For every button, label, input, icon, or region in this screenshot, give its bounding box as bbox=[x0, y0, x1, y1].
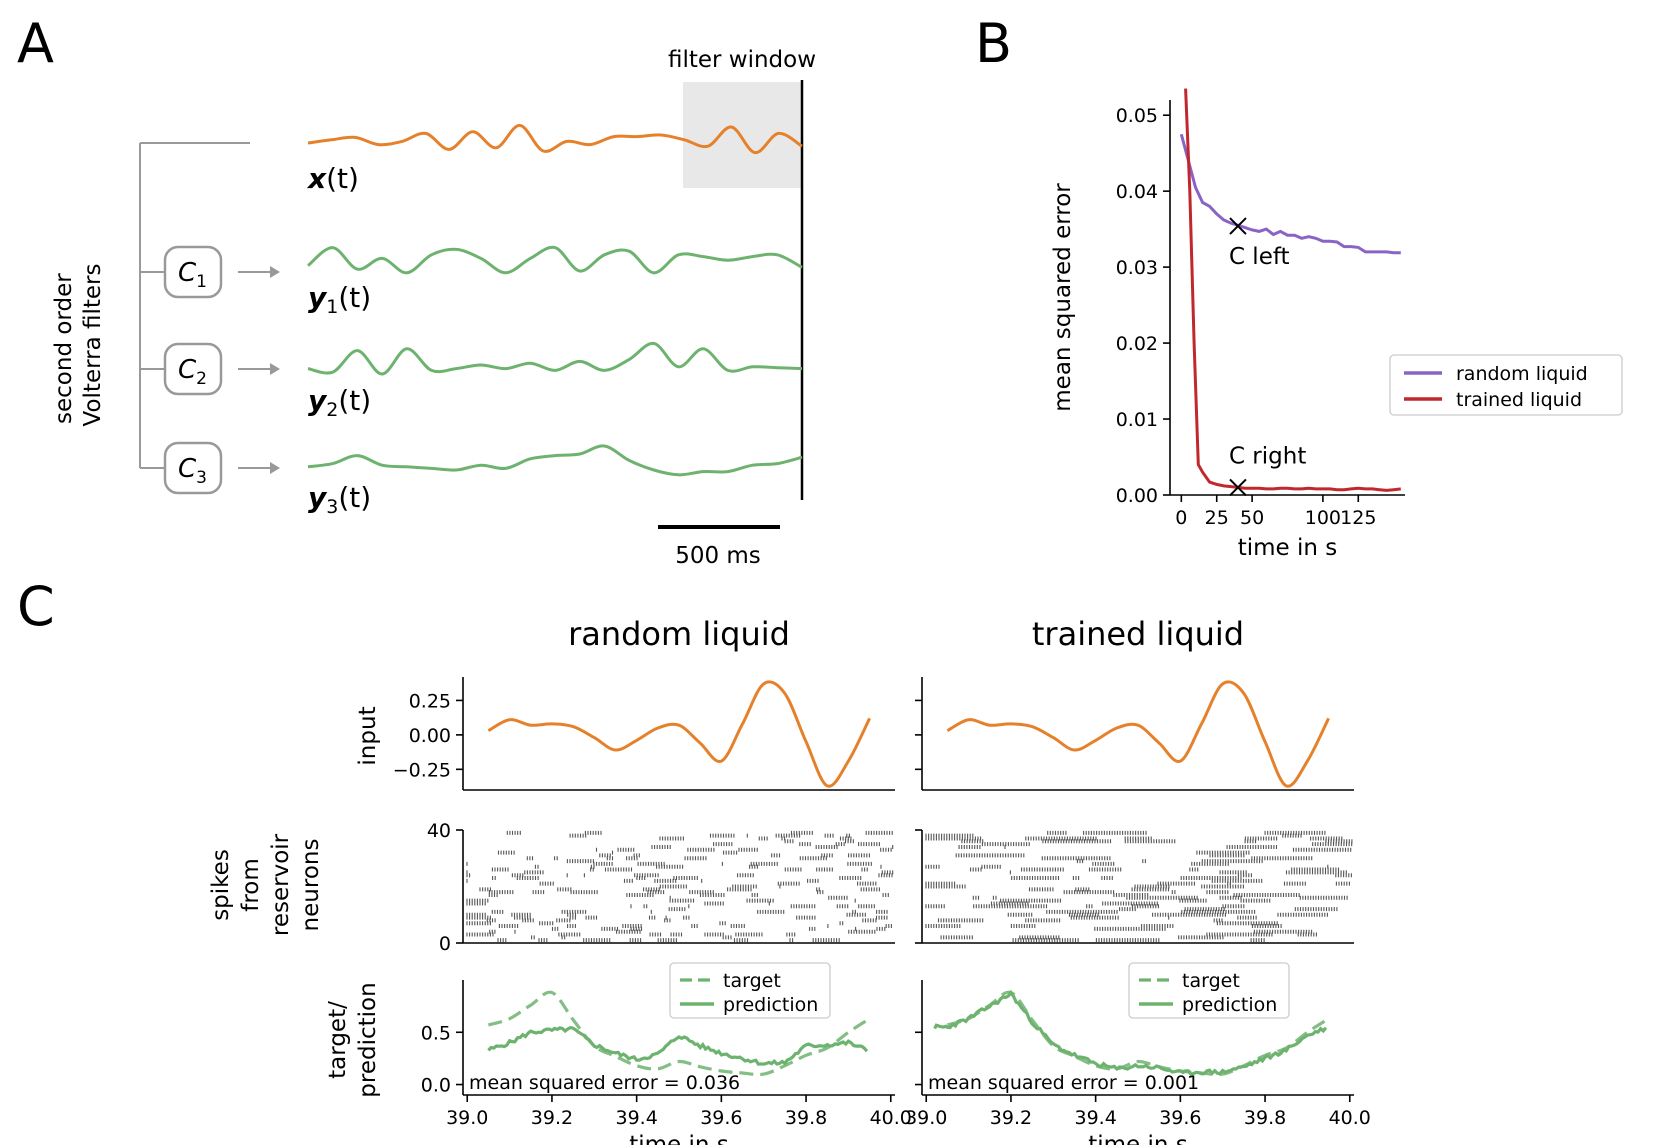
input-y-tick-label: 0.00 bbox=[409, 725, 451, 747]
signal-label-x: x(t) bbox=[306, 162, 359, 195]
legend-label-prediction: prediction bbox=[723, 994, 818, 1016]
filter-box-c2 bbox=[163, 342, 223, 396]
output-y-tick-label: 0.5 bbox=[421, 1022, 451, 1044]
filter-arrowhead-c3 bbox=[270, 462, 280, 474]
output-x-tick-label: 39.2 bbox=[990, 1107, 1032, 1129]
volterra-ylabel: second order Volterra filters bbox=[51, 264, 106, 427]
legend-label-target: target bbox=[723, 970, 781, 992]
spike-raster bbox=[466, 830, 894, 943]
panel-b-mse-chart: 0.00 0.01 0.02 0.03 0.04 0.05 0 25 50 100 125time … bbox=[1050, 88, 1623, 561]
signal-label-y2: y2(t) bbox=[308, 384, 371, 421]
series-line-trained bbox=[1184, 88, 1401, 492]
scale-bar-label: 500 ms bbox=[675, 543, 761, 569]
spike-raster bbox=[925, 830, 1353, 943]
input-y-tick-label: 0.25 bbox=[409, 690, 451, 712]
mse-annotation: mean squared error = 0.001 bbox=[928, 1072, 1199, 1094]
column-trained: trained liquid 39.0 39.2 39.4 39.6 39.8 40.0 ti… bbox=[905, 615, 1371, 1145]
panel-letter-b: B bbox=[975, 12, 1012, 75]
spikes-y-tick-label: 40 bbox=[427, 820, 451, 842]
panel-a-volterra-schematic: filter window second order Volterra filt… bbox=[51, 47, 816, 569]
input-line bbox=[946, 680, 1330, 788]
output-x-tick-label: 39.4 bbox=[1074, 1107, 1116, 1129]
x-tick-label: 25 bbox=[1205, 507, 1229, 529]
x-tick-label: 0 bbox=[1175, 507, 1187, 529]
spikes-ylabel-line: neurons bbox=[298, 839, 324, 932]
y-axis-label: mean squared error bbox=[1050, 183, 1076, 412]
y-tick-label: 0.02 bbox=[1116, 333, 1158, 355]
output-x-tick-label: 39.0 bbox=[446, 1107, 488, 1129]
output-ylabel-line: prediction bbox=[355, 982, 381, 1097]
spikes-ylabel-line: from bbox=[238, 858, 264, 912]
panel-letter-a: A bbox=[17, 12, 54, 75]
output-y-tick-label: 0.0 bbox=[421, 1075, 451, 1097]
column-title: trained liquid bbox=[1032, 615, 1244, 653]
marker-x bbox=[1229, 217, 1247, 235]
legend-label-prediction: prediction bbox=[1182, 994, 1277, 1016]
spikes-ylabel-line: spikes bbox=[208, 849, 234, 921]
spikes-ylabel: spikes from reservoir neurons bbox=[208, 833, 324, 936]
output-x-tick-label: 39.8 bbox=[785, 1107, 827, 1129]
filter-label-c1: C1 bbox=[178, 258, 207, 292]
filter-label-c2: C2 bbox=[178, 355, 207, 389]
target-line bbox=[487, 990, 871, 1077]
panel-letter-c: C bbox=[17, 575, 55, 638]
x-tick-label: 50 bbox=[1240, 507, 1264, 529]
output-x-tick-label: 39.6 bbox=[1159, 1107, 1201, 1129]
signal-trace-x bbox=[307, 123, 803, 155]
mse-annotation: mean squared error = 0.036 bbox=[469, 1072, 740, 1094]
volterra-ylabel-line1: second order bbox=[51, 273, 77, 424]
filter-arrowhead-c1 bbox=[270, 266, 280, 278]
filter-bracket bbox=[139, 142, 250, 469]
legend-label-target: target bbox=[1182, 970, 1240, 992]
column-random: random liquid −0.25 0.00 0.25 0 40 0.0 0.5 39.0 3… bbox=[393, 615, 912, 1145]
y-tick-label: 0.04 bbox=[1116, 181, 1158, 203]
filter-box-c3 bbox=[163, 441, 223, 495]
marker-label: C left bbox=[1229, 244, 1290, 270]
filter-box-c1 bbox=[163, 245, 223, 299]
y-tick-label: 0.01 bbox=[1116, 409, 1158, 431]
output-x-tick-label: 39.2 bbox=[531, 1107, 573, 1129]
prediction-line bbox=[487, 1025, 869, 1066]
output-x-tick-label: 40.0 bbox=[870, 1107, 912, 1129]
signal-label-y3: y3(t) bbox=[308, 481, 371, 518]
output-x-axis-label: time in s bbox=[1088, 1132, 1188, 1145]
signal-trace-y3 bbox=[307, 444, 803, 477]
signal-trace-y1 bbox=[307, 245, 803, 275]
volterra-ylabel-line2: Volterra filters bbox=[80, 264, 106, 427]
marker-label: C right bbox=[1229, 443, 1306, 469]
y-tick-label: 0.05 bbox=[1116, 105, 1158, 127]
output-x-axis-label: time in s bbox=[629, 1132, 729, 1145]
y-tick-label: 0.00 bbox=[1116, 485, 1158, 507]
legend-label: trained liquid bbox=[1456, 389, 1582, 411]
output-x-tick-label: 40.0 bbox=[1329, 1107, 1371, 1129]
input-ylabel: input bbox=[355, 706, 381, 765]
filter-window-label: filter window bbox=[668, 47, 816, 73]
output-ylabel-line: target/ bbox=[325, 1001, 351, 1079]
output-x-tick-label: 39.4 bbox=[615, 1107, 657, 1129]
legend-box bbox=[1389, 354, 1623, 416]
output-ylabel: target/prediction bbox=[325, 982, 381, 1097]
prediction-line bbox=[933, 989, 1328, 1077]
spikes-ylabel-line: reservoir bbox=[268, 833, 294, 936]
signal-label-y1: y1(t) bbox=[308, 281, 371, 318]
signal-trace-y2 bbox=[307, 341, 803, 376]
filter-arrowhead-c2 bbox=[270, 363, 280, 375]
output-x-tick-label: 39.0 bbox=[905, 1107, 947, 1129]
input-y-tick-label: −0.25 bbox=[393, 759, 451, 781]
x-axis-label: time in s bbox=[1238, 535, 1338, 561]
x-tick-label: 100 bbox=[1305, 507, 1341, 529]
output-x-tick-label: 39.8 bbox=[1244, 1107, 1286, 1129]
column-title: random liquid bbox=[568, 615, 790, 653]
output-x-tick-label: 39.6 bbox=[700, 1107, 742, 1129]
series-line-random bbox=[1179, 133, 1401, 255]
spikes-y-tick-label: 0 bbox=[439, 933, 451, 955]
marker-x bbox=[1229, 478, 1247, 497]
input-line bbox=[487, 680, 871, 788]
y-tick-label: 0.03 bbox=[1116, 257, 1158, 279]
filter-label-c3: C3 bbox=[178, 454, 207, 488]
legend-label: random liquid bbox=[1456, 363, 1588, 385]
x-tick-label: 125 bbox=[1340, 507, 1376, 529]
